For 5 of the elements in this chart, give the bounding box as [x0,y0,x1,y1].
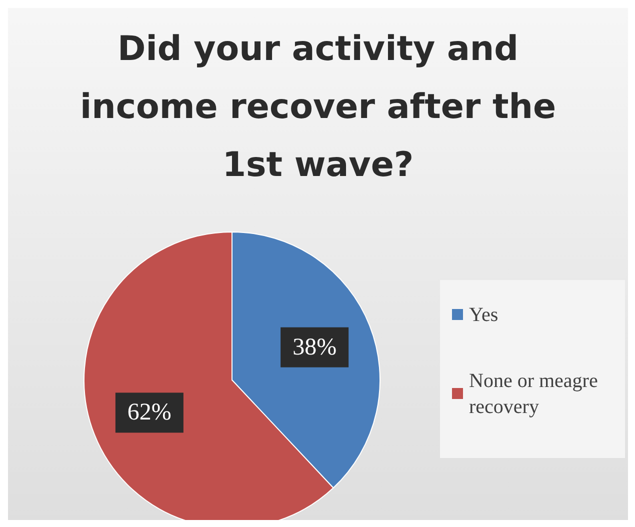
data-label: 62% [127,400,172,426]
legend-label: Yes [469,304,498,326]
legend-label: None or meagre recovery [469,370,598,418]
chart-title: Did your activity and income recover after the 1st wave? [78,28,558,187]
data-label: 38% [292,334,337,360]
